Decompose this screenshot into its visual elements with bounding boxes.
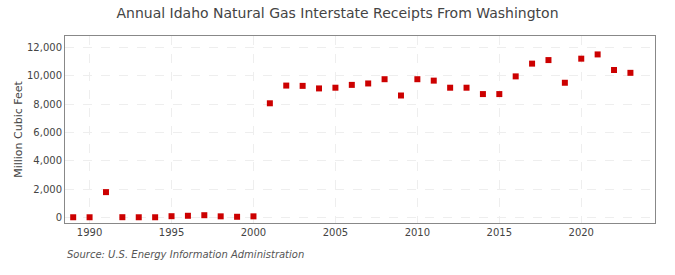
svg-text:Annual Idaho Natural Gas Inter: Annual Idaho Natural Gas Interstate Rece…	[116, 5, 558, 21]
svg-text:2005: 2005	[323, 227, 348, 238]
svg-text:12,000: 12,000	[27, 42, 62, 53]
svg-text:2000: 2000	[241, 227, 266, 238]
svg-text:4,000: 4,000	[33, 155, 62, 166]
svg-text:2015: 2015	[487, 227, 512, 238]
svg-text:2,000: 2,000	[33, 184, 62, 195]
svg-text:1990: 1990	[77, 227, 102, 238]
svg-text:6,000: 6,000	[33, 127, 62, 138]
svg-text:0: 0	[56, 212, 62, 223]
svg-text:Million Cubic Feet: Million Cubic Feet	[12, 80, 25, 177]
svg-text:10,000: 10,000	[27, 70, 62, 81]
svg-text:Source: U.S. Energy Informatio: Source: U.S. Energy Information Administ…	[67, 249, 304, 260]
svg-text:2020: 2020	[569, 227, 594, 238]
svg-text:8,000: 8,000	[33, 99, 62, 110]
svg-text:2010: 2010	[405, 227, 430, 238]
svg-text:1995: 1995	[159, 227, 184, 238]
